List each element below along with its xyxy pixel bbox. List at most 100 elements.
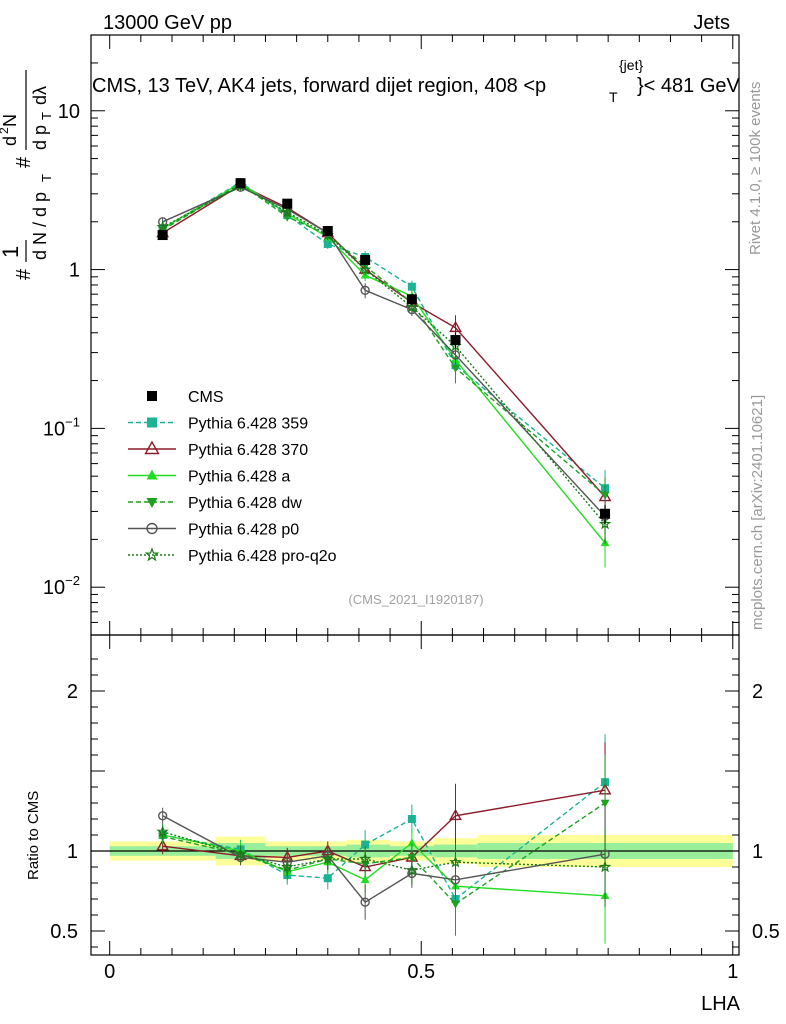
- y-tick-label: 1: [69, 260, 80, 282]
- ratio-y-tick-label: 2: [67, 681, 78, 703]
- y-tick-label: 10: [58, 101, 80, 123]
- main-series-line: [162, 183, 606, 496]
- header-right-label: Jets: [693, 12, 730, 34]
- header-left-label: 13000 GeV pp: [103, 12, 232, 34]
- ratio-series-line: [162, 831, 606, 871]
- plot-title: CMS, 13 TeV, AK4 jets, forward dijet reg…: [92, 57, 741, 105]
- rivet-version-label: Rivet 4.1.0, ≥ 100k events: [747, 82, 764, 255]
- legend: CMS Pythia 6.428 359 Pythia 6.428 370 Pythi…: [128, 389, 337, 565]
- main-series-line: [162, 186, 606, 517]
- y-axis-label-main: # 1 d N / d p T # d 2 N d p T dλ: [0, 70, 54, 280]
- legend-marker: [144, 547, 160, 562]
- ratio-series-marker: [407, 815, 416, 823]
- legend-label: Pythia 6.428 p0: [188, 522, 299, 539]
- axis-ticks: [91, 34, 739, 955]
- svg-text:#: #: [13, 156, 35, 168]
- y-tick-label: 10−2: [43, 573, 80, 599]
- main-series-marker: [449, 320, 462, 333]
- ratio-series-marker: [323, 874, 332, 883]
- svg-text:d: d: [0, 136, 20, 146]
- svg-text:2: 2: [0, 127, 11, 134]
- title-sub: T: [609, 89, 618, 105]
- y-tick-label: 10−1: [43, 414, 80, 440]
- main-series-marker: [600, 491, 610, 500]
- ratio-series-marker: [156, 839, 170, 851]
- cms-data-point: [360, 254, 371, 265]
- legend-marker: [144, 440, 160, 455]
- ratio-series-marker: [360, 897, 370, 907]
- cms-data-point: [600, 508, 611, 519]
- legend-marker-cms: [147, 391, 157, 401]
- svg-text:dλ: dλ: [30, 86, 50, 105]
- ratio-y-tick-label-right: 2: [752, 681, 763, 703]
- cms-data-point: [235, 178, 246, 189]
- cms-data-point: [322, 225, 333, 236]
- svg-text:#: #: [13, 268, 35, 280]
- main-series-marker: [405, 300, 418, 313]
- ratio-y-tick-label-right: 0.5: [752, 921, 780, 943]
- main-plot-frame: [90, 34, 740, 636]
- main-series-marker: [598, 517, 612, 530]
- main-series-line: [162, 182, 606, 544]
- cms-data-point: [450, 335, 461, 346]
- legend-label: Pythia 6.428 359: [188, 416, 308, 433]
- ratio-y-tick-label-right: 1: [752, 841, 763, 863]
- main-series-group: [156, 178, 612, 568]
- legend-label-cms: CMS: [188, 389, 224, 406]
- x-tick-label: 1: [727, 961, 738, 983]
- main-series-marker: [451, 364, 460, 373]
- legend-label: Pythia 6.428 a: [188, 469, 290, 486]
- ratio-series-marker: [405, 863, 419, 876]
- ratio-plot-frame: [90, 634, 740, 956]
- ratio-series-marker: [360, 875, 370, 883]
- legend-marker: [146, 469, 158, 480]
- main-series-marker: [323, 239, 332, 248]
- legend-marker: [146, 498, 158, 508]
- analysis-watermark: (CMS_2021_I1920187): [348, 592, 483, 607]
- ratio-y-tick-label: 0.5: [50, 921, 78, 943]
- ratio-series-line: [162, 781, 606, 901]
- cms-data-point: [157, 230, 168, 241]
- main-series-marker: [407, 282, 416, 291]
- ratio-y-tick-label: 1: [67, 841, 78, 863]
- ratio-series-marker: [157, 811, 168, 821]
- title-sup: {jet}: [619, 57, 643, 73]
- cms-data-point: [282, 198, 293, 209]
- ratio-series-marker: [361, 840, 370, 849]
- main-series-marker: [156, 220, 169, 233]
- legend-marker: [146, 522, 158, 535]
- ratio-series-marker: [281, 860, 294, 873]
- ratio-series-marker: [451, 900, 460, 909]
- cms-data-point: [406, 294, 417, 305]
- mcplots-label: mcplots.cern.ch [arXiv:2401.10621]: [749, 395, 766, 630]
- ratio-series-marker: [358, 852, 372, 865]
- svg-text:N: N: [0, 114, 20, 127]
- x-tick-label: 0.5: [407, 961, 435, 983]
- ratio-series-marker: [234, 847, 247, 860]
- ratio-series-marker: [598, 860, 612, 873]
- legend-marker: [147, 417, 157, 428]
- main-series-marker: [360, 285, 370, 296]
- main-series-marker: [358, 263, 372, 275]
- x-axis-label: LHA: [701, 993, 741, 1015]
- legend-label: Pythia 6.428 370: [188, 442, 308, 459]
- title-end: }< 481 GeV: [637, 75, 741, 97]
- ratio-series-marker: [321, 852, 334, 865]
- svg-text:d N / d p: d N / d p: [30, 192, 50, 260]
- ratio-series-marker: [449, 808, 462, 821]
- svg-text:d p: d p: [30, 125, 50, 150]
- svg-text:1: 1: [0, 246, 23, 258]
- y-axis-label-ratio: Ratio to CMS: [25, 791, 42, 880]
- main-series-line: [162, 185, 606, 525]
- ratio-series-group: [156, 734, 612, 944]
- title-main: CMS, 13 TeV, AK4 jets, forward dijet reg…: [92, 75, 546, 97]
- ratio-series-marker: [156, 825, 169, 838]
- legend-label: Pythia 6.428 pro-q2o: [188, 548, 337, 565]
- svg-text:T: T: [39, 112, 54, 120]
- axis-tick-labels: 0 0.5 1 10 1 10−1 10−2 2 2 1 1 0.5 0.5: [43, 101, 780, 983]
- ratio-series-line: [162, 815, 606, 904]
- svg-text:T: T: [39, 174, 54, 182]
- x-tick-label: 0: [104, 961, 115, 983]
- ratio-series-marker: [407, 838, 417, 847]
